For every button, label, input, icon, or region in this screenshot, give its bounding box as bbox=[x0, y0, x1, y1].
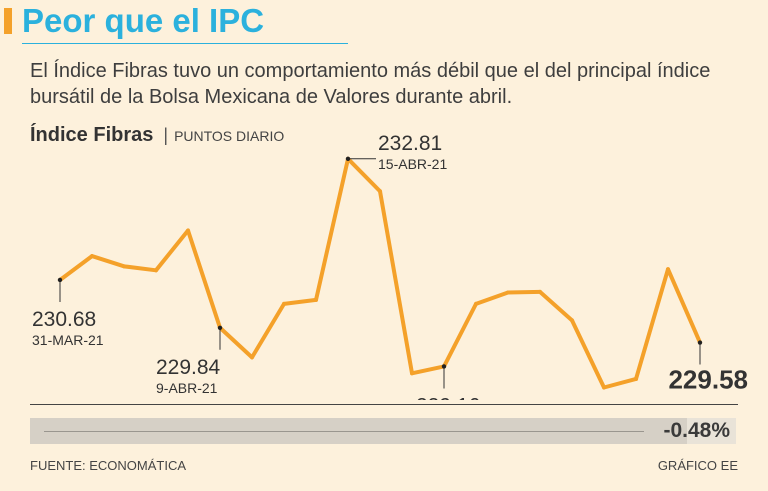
date-label: 15-ABR-21 bbox=[378, 156, 447, 172]
series-line-segment bbox=[186, 228, 222, 330]
date-label: 9-ABR-21 bbox=[156, 380, 218, 396]
series-line-segment bbox=[346, 156, 382, 194]
chart-units: PUNTOS DIARIO bbox=[174, 128, 285, 144]
chart-heading: Índice Fibras | PUNTOS DIARIO bbox=[30, 124, 284, 147]
page-title: Peor que el IPC bbox=[22, 2, 265, 39]
series-line-segment bbox=[378, 189, 414, 376]
series-line-segment bbox=[314, 156, 350, 302]
data-point-marker bbox=[697, 340, 703, 345]
change-bar-track bbox=[44, 431, 644, 432]
page-subtitle: El Índice Fibras tuvo un comportamiento … bbox=[30, 60, 711, 108]
chart-title: Índice Fibras bbox=[30, 124, 154, 146]
data-label: 229.58 bbox=[668, 365, 748, 395]
change-value: -0.48% bbox=[663, 419, 730, 442]
data-label: 229.84 bbox=[156, 356, 221, 379]
source-note: FUENTE: ECONOMÁTICA bbox=[30, 458, 187, 473]
series-line-segment bbox=[602, 376, 638, 390]
series-line-segment bbox=[410, 364, 446, 376]
series-line-segment bbox=[570, 318, 606, 390]
data-label: 232.81 bbox=[378, 132, 442, 155]
title-underline bbox=[22, 43, 348, 44]
data-point-marker bbox=[217, 325, 223, 330]
series-line-segment bbox=[154, 228, 190, 273]
series-line-segment bbox=[634, 267, 670, 381]
series-line-segment bbox=[666, 267, 702, 345]
series-line-segment bbox=[442, 301, 478, 369]
series-line-segment bbox=[218, 325, 254, 360]
series-line-segment bbox=[90, 254, 126, 269]
bottom-divider bbox=[30, 404, 738, 405]
graphic-credit: GRÁFICO EE bbox=[657, 458, 738, 473]
data-label: 230.68 bbox=[32, 308, 96, 331]
data-point-marker bbox=[441, 364, 447, 369]
title-accent-bar bbox=[4, 8, 12, 34]
data-point-marker bbox=[345, 156, 351, 162]
series-line-segment bbox=[122, 264, 158, 273]
series-line-segment bbox=[250, 301, 286, 360]
series-line-segment bbox=[282, 297, 318, 306]
series-line-segment bbox=[474, 290, 510, 306]
series-line-segment bbox=[506, 289, 542, 295]
date-label: 31-MAR-21 bbox=[32, 332, 104, 348]
change-bar: -0.48% bbox=[30, 418, 736, 444]
chart-heading-separator: | bbox=[163, 125, 169, 145]
series-line-segment bbox=[58, 254, 94, 282]
data-label: 229.16 bbox=[416, 394, 480, 400]
data-point-marker bbox=[57, 277, 63, 283]
series-line-segment bbox=[538, 289, 574, 323]
